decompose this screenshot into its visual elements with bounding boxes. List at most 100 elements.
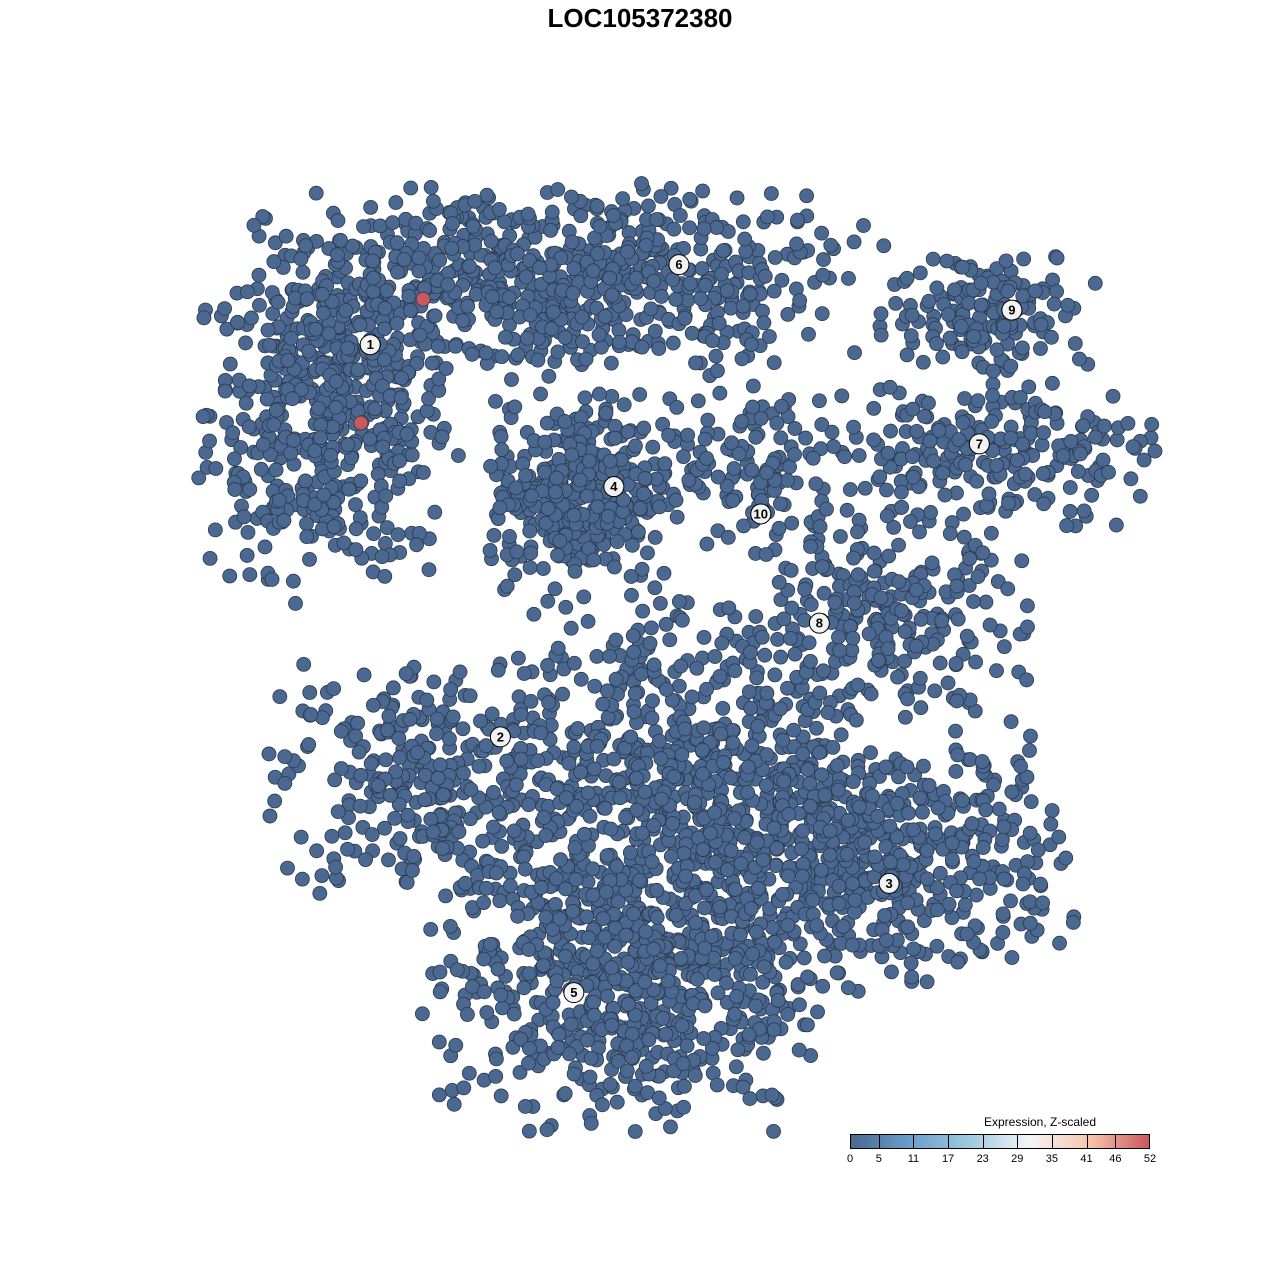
cell-point-cluster-6 — [696, 221, 712, 237]
cell-point-cluster-5 — [609, 1094, 625, 1110]
cell-point-cluster-4 — [522, 560, 538, 575]
cell-point-cluster-8 — [803, 539, 818, 554]
cell-point-cluster-2 — [324, 828, 340, 844]
cell-point-cluster-5 — [624, 1050, 640, 1065]
cell-point-cluster-4 — [524, 488, 540, 504]
cell-point-cluster-3 — [809, 720, 824, 736]
cell-point-cluster-6 — [823, 237, 839, 253]
cell-point-cluster-5 — [599, 848, 615, 864]
cell-point-cluster-1 — [195, 409, 211, 424]
cluster-label-text: 8 — [816, 616, 823, 631]
cell-point-cluster-6 — [448, 338, 463, 354]
cell-point-cluster-10 — [690, 393, 706, 409]
cell-point-cluster-10 — [669, 399, 685, 415]
cell-point-cluster-4 — [645, 439, 661, 455]
cell-point-cluster-3 — [879, 932, 894, 948]
cell-point-cluster-6 — [801, 326, 816, 342]
cell-point-cluster-6 — [734, 351, 750, 367]
cell-point-cluster-6 — [578, 351, 594, 367]
cell-point-cluster-6 — [314, 286, 330, 302]
cell-point-cluster-5 — [646, 941, 662, 957]
cell-point-cluster-5 — [831, 896, 847, 912]
cell-point-cluster-7 — [857, 480, 873, 496]
cell-point-cluster-4 — [564, 447, 580, 463]
cell-point-cluster-2 — [280, 860, 295, 876]
cell-point-cluster-1 — [266, 417, 282, 433]
cell-point-cluster-4 — [657, 456, 673, 472]
cell-point-cluster-3 — [889, 829, 905, 845]
cell-point-cluster-3 — [975, 840, 991, 855]
cell-point-cluster-4 — [509, 544, 525, 560]
cell-point-cluster-5 — [652, 733, 667, 749]
cell-point-cluster-4 — [647, 580, 663, 596]
cell-point-cluster-6 — [501, 290, 517, 305]
cell-point-cluster-9 — [899, 270, 915, 286]
cell-point-cluster-6 — [615, 191, 631, 207]
cell-point-cluster-4 — [547, 484, 563, 500]
cell-point-cluster-5 — [499, 753, 515, 769]
cell-point-cluster-4 — [632, 500, 648, 516]
cell-point-cluster-1 — [409, 537, 424, 553]
cell-point-cluster-5 — [618, 927, 634, 943]
cell-point-cluster-8 — [845, 630, 861, 646]
cell-point-cluster-6 — [385, 215, 401, 231]
cell-point-cluster-5 — [540, 593, 556, 609]
cell-point-cluster-2 — [382, 787, 398, 803]
cell-point-cluster-10 — [819, 501, 834, 517]
cell-point-cluster-6 — [251, 267, 267, 283]
cell-point-cluster-4 — [499, 578, 515, 594]
cell-point-cluster-5 — [748, 609, 764, 624]
cell-point-cluster-5 — [810, 1004, 825, 1020]
cell-point-cluster-7 — [1036, 496, 1052, 512]
cell-point-cluster-5 — [649, 882, 665, 898]
cell-point-cluster-5 — [585, 861, 601, 877]
cell-point-cluster-6 — [504, 372, 519, 387]
cell-point-cluster-7 — [970, 393, 986, 409]
cell-point-cluster-5 — [632, 872, 648, 888]
cell-point-cluster-5 — [743, 700, 759, 716]
cell-point-cluster-5 — [730, 1042, 746, 1058]
cell-point-cluster-5 — [673, 658, 689, 674]
cell-point-cluster-5 — [671, 678, 687, 694]
cell-point-cluster-10 — [699, 536, 715, 552]
cell-point-cluster-5 — [770, 632, 785, 647]
cell-point-cluster-5 — [697, 900, 712, 916]
legend-tick-label: 17 — [941, 1153, 955, 1165]
cell-point-cluster-1 — [434, 429, 450, 445]
cell-point-cluster-5 — [756, 959, 772, 975]
cell-point-cluster-5 — [581, 930, 596, 945]
cell-point-cluster-1 — [302, 551, 317, 567]
cell-point-cluster-5 — [817, 948, 832, 964]
cell-point-cluster-10 — [699, 450, 714, 466]
cell-point-cluster-8 — [814, 559, 830, 575]
cell-point-cluster-5 — [727, 811, 742, 826]
legend-tick-mark — [1115, 1134, 1117, 1149]
cell-point-cluster-3 — [1023, 794, 1039, 810]
cell-point-cluster-5 — [491, 805, 507, 820]
cell-point-cluster-8 — [879, 508, 895, 524]
cell-point-cluster-5 — [770, 993, 786, 1008]
cell-point-cluster-5 — [461, 1065, 477, 1081]
cell-point-cluster-2 — [445, 709, 461, 725]
cell-point-cluster-8 — [873, 590, 889, 606]
cluster-label-text: 2 — [497, 729, 504, 744]
cell-point-cluster-5 — [805, 892, 821, 908]
cell-point-cluster-5 — [757, 647, 773, 663]
cell-point-cluster-5 — [608, 671, 624, 687]
cell-point-cluster-7 — [1055, 448, 1071, 464]
cell-point-cluster-5 — [655, 1011, 671, 1026]
cell-point-cluster-2 — [451, 824, 467, 840]
cell-point-cluster-7 — [958, 457, 973, 473]
cell-point-cluster-6 — [330, 213, 346, 228]
cell-point-cluster-6 — [682, 276, 698, 291]
cell-point-cluster-9 — [1087, 275, 1103, 291]
cell-point-cluster-5 — [707, 805, 722, 821]
cell-point-cluster-8 — [850, 524, 865, 540]
cell-point-cluster-4 — [591, 386, 607, 402]
cell-point-cluster-5 — [492, 893, 508, 909]
cell-point-cluster-5 — [521, 1055, 536, 1071]
cell-point-cluster-6 — [789, 236, 804, 252]
cell-point-cluster-3 — [972, 871, 987, 887]
cell-point-cluster-5 — [758, 777, 774, 793]
cell-point-cluster-8 — [975, 545, 991, 561]
